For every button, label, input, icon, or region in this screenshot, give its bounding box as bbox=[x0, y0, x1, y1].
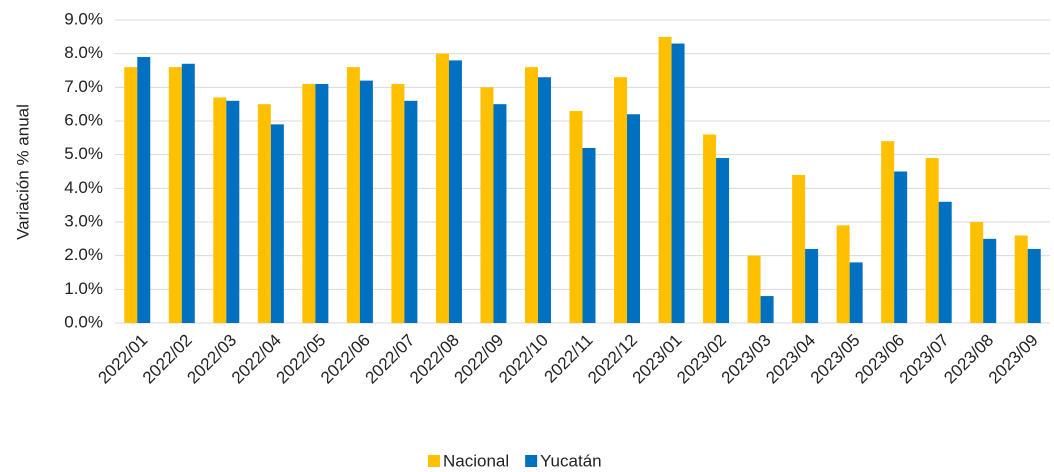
legend-label: Nacional bbox=[443, 451, 509, 470]
bar bbox=[614, 77, 628, 323]
bar bbox=[213, 97, 227, 323]
bar bbox=[448, 60, 462, 324]
bar bbox=[480, 87, 494, 323]
bar bbox=[493, 104, 507, 324]
bar bbox=[627, 114, 641, 324]
bar bbox=[346, 67, 360, 323]
y-tick-label: 2.0% bbox=[64, 245, 103, 264]
y-tick-label: 1.0% bbox=[64, 279, 103, 298]
bar bbox=[537, 77, 551, 323]
bar bbox=[792, 174, 806, 323]
y-tick-label: 0.0% bbox=[64, 312, 103, 331]
bar bbox=[894, 171, 908, 323]
bar bbox=[671, 43, 685, 324]
bar bbox=[703, 134, 717, 323]
bar bbox=[569, 110, 583, 324]
bar bbox=[137, 57, 151, 324]
bar bbox=[716, 158, 730, 323]
bar bbox=[836, 225, 850, 323]
bar bbox=[257, 104, 271, 324]
legend-swatch bbox=[525, 455, 538, 467]
bar bbox=[1027, 248, 1041, 323]
bar bbox=[760, 296, 774, 323]
bar bbox=[404, 100, 418, 323]
x-tick-label: 2022/10 bbox=[495, 331, 552, 388]
bar bbox=[270, 124, 284, 323]
x-tick-label: 2023/09 bbox=[985, 331, 1042, 388]
bar bbox=[849, 262, 863, 323]
bar bbox=[124, 67, 138, 323]
y-tick-label: 3.0% bbox=[64, 211, 103, 230]
bar bbox=[181, 63, 195, 324]
bar bbox=[1014, 235, 1028, 323]
legend-label: Yucatán bbox=[540, 451, 601, 470]
bar bbox=[524, 67, 538, 323]
bar bbox=[881, 141, 895, 323]
y-tick-label: 9.0% bbox=[64, 9, 103, 28]
y-tick-label: 8.0% bbox=[64, 43, 103, 62]
bar bbox=[970, 222, 984, 323]
bar bbox=[658, 36, 672, 323]
bar bbox=[359, 80, 373, 323]
bar bbox=[168, 67, 182, 323]
bar bbox=[747, 255, 761, 323]
bar bbox=[391, 83, 405, 323]
y-tick-label: 6.0% bbox=[64, 110, 103, 129]
y-tick-label: 4.0% bbox=[64, 178, 103, 197]
bar bbox=[315, 83, 329, 323]
y-tick-label: 7.0% bbox=[64, 77, 103, 96]
bar bbox=[938, 201, 952, 323]
bar bbox=[983, 238, 997, 323]
bar bbox=[302, 83, 316, 323]
bar bbox=[435, 53, 449, 324]
y-axis-title: Variación % anual bbox=[13, 104, 32, 240]
legend-swatch bbox=[428, 455, 440, 467]
bar bbox=[582, 147, 596, 323]
bar bbox=[226, 100, 240, 323]
bar bbox=[805, 248, 819, 323]
y-tick-label: 5.0% bbox=[64, 144, 103, 163]
bar bbox=[925, 158, 939, 323]
